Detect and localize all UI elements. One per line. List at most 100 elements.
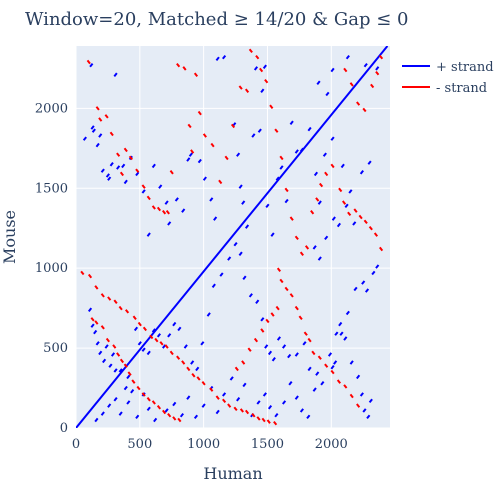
minus-strand-segment <box>279 278 284 284</box>
plus-strand-segment <box>248 293 253 298</box>
minus-strand-segment <box>100 325 105 330</box>
minus-strand-segment <box>264 78 269 84</box>
plus-strand-segment <box>89 62 94 68</box>
minus-strand-segment <box>289 216 294 221</box>
minus-strand-segment <box>275 305 280 311</box>
plus-strand-segment <box>330 365 335 370</box>
plus-strand-segment <box>209 197 214 202</box>
plus-strand-segment <box>177 326 182 332</box>
plus-strand-segment <box>118 411 123 416</box>
plus-strand-segment <box>299 408 304 413</box>
plus-strand-segment <box>352 221 357 226</box>
minus-strand-segment <box>239 408 244 413</box>
minus-strand-segment <box>269 104 274 109</box>
plus-strand-segment <box>156 333 162 338</box>
minus-strand-segment <box>164 344 169 349</box>
plus-strand-segment <box>363 62 368 68</box>
plus-strand-segment <box>327 352 333 357</box>
minus-strand-segment <box>244 88 250 93</box>
plus-strand-segment <box>188 152 193 157</box>
plus-strand-segment <box>206 312 211 317</box>
plus-strand-segment <box>172 321 177 327</box>
plus-strand-segment <box>193 414 199 420</box>
minus-strand-segment <box>162 409 167 415</box>
minus-strand-segment <box>324 171 329 177</box>
legend-label-plus: + strand <box>436 60 494 75</box>
plus-strand-segment <box>302 341 307 346</box>
plus-strand-segment <box>233 241 238 247</box>
plus-strand-segment <box>190 360 195 365</box>
plus-strand-segment <box>104 344 109 349</box>
plus-strand-segment <box>222 54 227 60</box>
minus-strand-segment <box>123 147 128 153</box>
minus-strand-segment <box>167 412 172 418</box>
plus-strand-segment <box>126 400 131 405</box>
plus-strand-segment <box>113 397 118 402</box>
minus-strand-segment <box>270 312 275 317</box>
plus-strand-segment <box>186 395 191 400</box>
minus-strand-segment <box>255 54 260 60</box>
minus-strand-segment <box>238 85 243 90</box>
plus-strand-segment <box>213 216 218 221</box>
minus-strand-segment <box>289 293 294 298</box>
minus-strand-segment <box>156 404 162 410</box>
minus-strand-segment <box>273 420 278 426</box>
plus-strand-segment <box>93 329 98 335</box>
plus-strand-segment <box>91 128 96 133</box>
plus-strand-segment <box>264 344 269 349</box>
minus-strand-segment <box>274 128 279 133</box>
plus-strand-segment <box>274 412 279 418</box>
minus-strand-segment <box>151 205 156 210</box>
plus-strand-segment <box>186 157 191 162</box>
minus-strand-segment <box>113 299 118 304</box>
minus-strand-segment <box>362 107 367 113</box>
minus-strand-segment <box>202 133 207 138</box>
minus-strand-segment <box>142 326 147 332</box>
plus-strand-segment <box>307 366 312 372</box>
minus-strand-segment <box>368 225 373 231</box>
plus-strand-segment <box>110 352 116 357</box>
plus-strand-segment <box>123 385 128 391</box>
plus-strand-segment <box>349 360 354 365</box>
y-tick-label: 500 <box>43 341 68 356</box>
plus-strand-segment <box>368 398 373 404</box>
minus-strand-segment <box>191 373 196 378</box>
data-layer <box>80 48 384 426</box>
plus-strand-segment <box>179 412 185 418</box>
plus-strand-segment <box>294 352 299 357</box>
y-axis-title: Mouse <box>0 210 19 264</box>
plus-strand-segment <box>118 368 123 373</box>
plus-strand-segment <box>281 400 287 405</box>
minus-strand-segment <box>116 352 121 357</box>
minus-strand-segment <box>116 152 121 157</box>
y-tick-label: 1000 <box>35 261 68 276</box>
plus-strand-segment <box>260 317 265 322</box>
minus-strand-segment <box>241 360 246 365</box>
minus-strand-segment <box>105 337 110 343</box>
legend[interactable]: + strand - strand <box>402 60 494 96</box>
minus-strand-segment <box>261 417 266 423</box>
plus-strand-segment <box>270 232 275 237</box>
plus-strand-segment <box>330 136 335 141</box>
plus-strand-segment <box>211 283 216 288</box>
plus-strand-segment <box>333 360 338 365</box>
minus-strand-segment <box>124 309 130 314</box>
plus-strand-segment <box>345 54 350 60</box>
minus-strand-segment <box>146 397 151 402</box>
plus-strand-segment <box>330 67 335 73</box>
minus-strand-segment <box>136 385 141 391</box>
x-axis-title: Human <box>203 464 262 483</box>
plus-strand-segment <box>324 235 329 241</box>
minus-strand-segment <box>230 123 236 129</box>
plus-strand-segment <box>202 176 207 181</box>
minus-strand-segment <box>123 363 128 368</box>
minus-strand-segment <box>94 285 99 290</box>
plus-strand-segment <box>153 417 158 423</box>
plus-strand-segment <box>267 350 273 356</box>
plus-strand-segment <box>227 256 232 261</box>
plus-strand-segment <box>353 286 358 292</box>
minus-strand-segment <box>373 232 379 237</box>
minus-strand-segment <box>317 355 322 360</box>
plus-strand-segment <box>371 270 376 276</box>
minus-strand-segment <box>294 305 299 311</box>
